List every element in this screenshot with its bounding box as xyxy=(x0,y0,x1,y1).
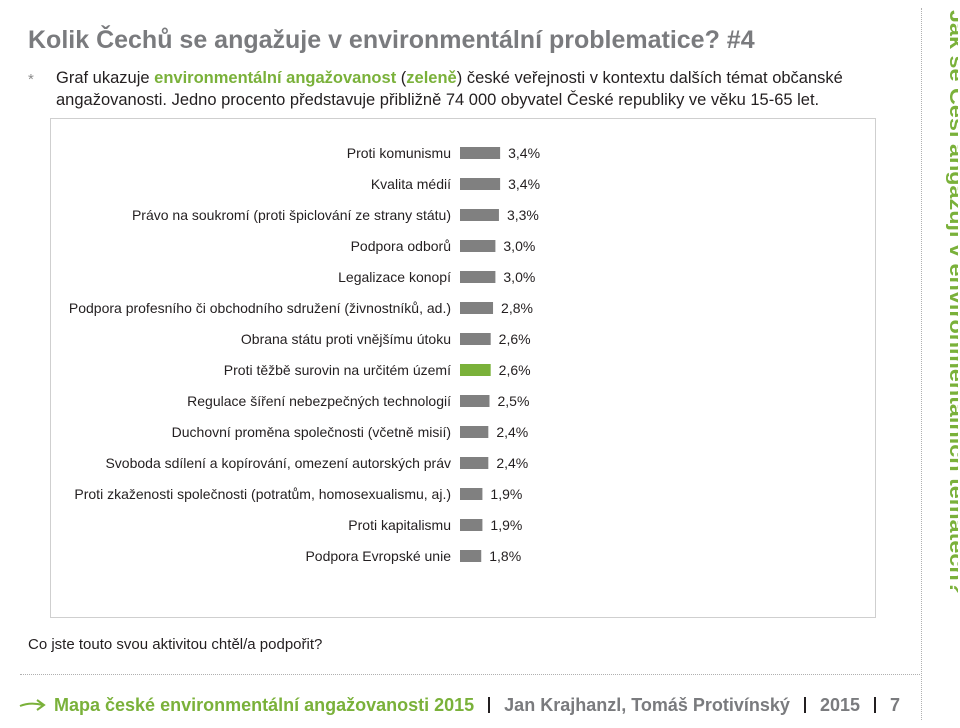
category-label: Podpora odborů xyxy=(351,238,451,254)
category-label: Proti kapitalismu xyxy=(348,517,451,533)
value-label: 2,6% xyxy=(499,331,531,347)
bar xyxy=(460,488,483,500)
value-label: 3,0% xyxy=(503,238,535,254)
value-label: 3,4% xyxy=(508,176,540,192)
side-title: Jak se Češi angažují v environmentálních… xyxy=(945,10,958,595)
value-label: 3,3% xyxy=(507,207,539,223)
footer-publication: Mapa české environmentální angažovanosti… xyxy=(54,694,475,715)
page-title: Kolik Čechů se angažuje v environmentáln… xyxy=(28,26,755,54)
category-label: Kvalita médií xyxy=(371,176,451,192)
intro-highlight-color: zeleně xyxy=(406,69,457,87)
category-label: Proti komunismu xyxy=(347,145,451,161)
intro-highlight: environmentální angažovanost xyxy=(154,69,397,87)
bar-chart: Proti komunismu 3,4% Kvalita médií 3,4% Práv… xyxy=(69,145,540,564)
value-label: 1,9% xyxy=(490,517,522,533)
footer-separator xyxy=(803,697,806,713)
bar xyxy=(460,178,501,190)
category-label: Proti těžbě surovin na určitém území xyxy=(224,362,451,378)
intro-post: ) české veřejnosti v kontextu dalších té… xyxy=(56,69,843,109)
vertical-divider xyxy=(921,8,922,720)
category-label: Duchovní proměna společnosti (včetně mis… xyxy=(172,424,451,440)
bar xyxy=(460,519,483,531)
category-label: Právo na soukromí (proti špiclování ze s… xyxy=(132,207,451,223)
value-label: 2,6% xyxy=(499,362,531,378)
chart-frame: Proti komunismu 3,4% Kvalita médií 3,4% Práv… xyxy=(50,118,876,618)
category-label: Podpora Evropské unie xyxy=(305,548,451,564)
bar xyxy=(460,550,482,562)
value-label: 2,4% xyxy=(496,424,528,440)
footer-separator xyxy=(488,697,491,713)
chart-question: Co jste touto svou aktivitou chtěl/a pod… xyxy=(28,636,323,653)
bar xyxy=(460,333,491,345)
intro-bullet: * xyxy=(28,71,34,88)
category-label: Regulace šíření nebezpečných technologií xyxy=(187,393,451,409)
value-label: 2,4% xyxy=(496,455,528,471)
value-label: 2,8% xyxy=(501,300,533,316)
intro-pre: Graf ukazuje xyxy=(56,69,155,87)
footer-year: 2015 xyxy=(819,694,860,715)
bar xyxy=(460,209,499,221)
value-label: 3,4% xyxy=(508,145,540,161)
bar-highlighted xyxy=(460,364,491,376)
footer-page-number: 7 xyxy=(889,694,900,715)
bar xyxy=(460,395,490,407)
side-title-text: Jak se Češi angažují v environmentálních… xyxy=(945,10,958,595)
intro-mid: ( xyxy=(396,69,407,87)
footer-divider xyxy=(20,674,920,675)
intro-text: Graf ukazuje environmentální angažovanos… xyxy=(56,67,876,111)
bar xyxy=(460,302,494,314)
category-label: Proti zkaženosti společnosti (potratům, … xyxy=(74,486,451,502)
footer-authors: Jan Krajhanzl, Tomáš Protivínský xyxy=(504,694,790,715)
bar xyxy=(460,457,489,469)
footer-separator xyxy=(873,697,876,713)
bar xyxy=(460,240,496,252)
arrow-right-icon xyxy=(19,699,46,711)
value-label: 2,5% xyxy=(498,393,530,409)
footer: Mapa české environmentální angažovanosti… xyxy=(18,692,900,718)
category-label: Legalizace konopí xyxy=(338,269,451,285)
category-label: Podpora profesního či obchodního sdružen… xyxy=(69,300,451,316)
category-label: Obrana státu proti vnějšímu útoku xyxy=(241,331,451,347)
category-label: Svoboda sdílení a kopírování, omezení au… xyxy=(105,455,451,471)
value-label: 1,9% xyxy=(490,486,522,502)
bar xyxy=(460,426,489,438)
value-label: 3,0% xyxy=(503,269,535,285)
value-label: 1,8% xyxy=(489,548,521,564)
bar xyxy=(460,147,501,159)
bar xyxy=(460,271,496,283)
